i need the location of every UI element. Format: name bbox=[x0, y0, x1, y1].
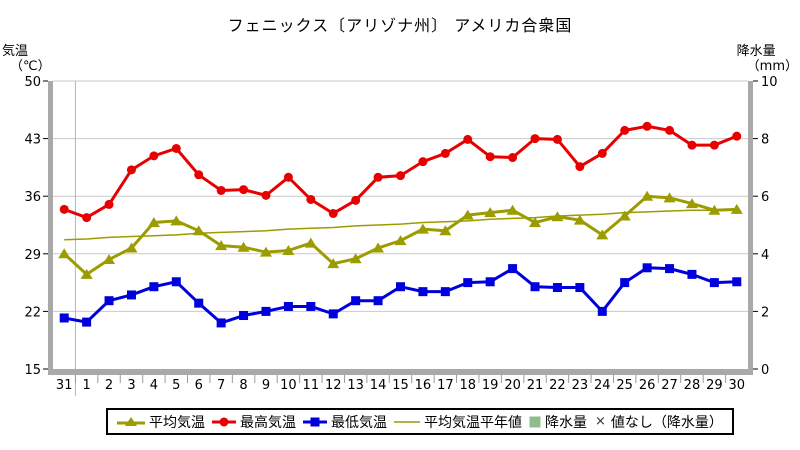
svg-text:13: 13 bbox=[347, 378, 364, 393]
svg-text:21: 21 bbox=[527, 378, 544, 393]
legend-item-no-value: × 値なし（降水量） bbox=[594, 412, 723, 432]
svg-text:3: 3 bbox=[127, 378, 135, 393]
svg-text:30: 30 bbox=[729, 378, 746, 393]
svg-text:18: 18 bbox=[459, 378, 476, 393]
legend-item-min-temp: 最低気温 bbox=[303, 412, 387, 432]
svg-text:1: 1 bbox=[82, 378, 90, 393]
legend-label-min-temp: 最低気温 bbox=[331, 414, 387, 431]
gridlines bbox=[53, 80, 748, 312]
svg-text:29: 29 bbox=[24, 248, 41, 263]
svg-text:12: 12 bbox=[325, 378, 342, 393]
right-axis-title: 降水量 （mm） bbox=[737, 44, 798, 74]
svg-text:29: 29 bbox=[706, 378, 723, 393]
svg-text:24: 24 bbox=[594, 378, 611, 393]
series-平均気温 bbox=[58, 190, 743, 279]
svg-text:50: 50 bbox=[24, 75, 41, 90]
legend-label-avg-temp: 平均気温 bbox=[149, 414, 205, 431]
svg-text:27: 27 bbox=[661, 378, 678, 393]
series-最高気温 bbox=[59, 121, 742, 223]
svg-text:23: 23 bbox=[572, 378, 589, 393]
legend: 平均気温 最高気温 最低気温 平均気温平年値 降水量 × 値なし（降水量） bbox=[106, 408, 734, 435]
left-axis-title-line1: 気温 bbox=[2, 44, 29, 59]
legend-label-normal-temp: 平均気温平年値 bbox=[424, 414, 522, 431]
left-axis-ticks: 15 22 29 36 43 50 bbox=[24, 75, 48, 378]
svg-text:2: 2 bbox=[761, 305, 769, 320]
svg-text:4: 4 bbox=[150, 378, 158, 393]
svg-text:2: 2 bbox=[105, 378, 113, 393]
svg-text:28: 28 bbox=[684, 378, 701, 393]
svg-text:25: 25 bbox=[616, 378, 633, 393]
legend-item-max-temp: 最高気温 bbox=[212, 412, 296, 432]
left-axis-title-line2: （℃） bbox=[10, 59, 51, 74]
avg-temp-line-triangle-icon bbox=[117, 416, 145, 428]
svg-text:7: 7 bbox=[217, 378, 225, 393]
no-value-x-icon: × bbox=[595, 414, 606, 429]
svg-text:10: 10 bbox=[280, 378, 297, 393]
svg-text:15: 15 bbox=[392, 378, 409, 393]
svg-text:5: 5 bbox=[172, 378, 180, 393]
precipitation-square-icon bbox=[529, 416, 541, 428]
axis-bars bbox=[48, 81, 753, 375]
svg-text:16: 16 bbox=[415, 378, 432, 393]
svg-text:14: 14 bbox=[370, 378, 387, 393]
svg-text:6: 6 bbox=[195, 378, 203, 393]
legend-item-avg-temp: 平均気温 bbox=[117, 412, 205, 432]
svg-text:43: 43 bbox=[24, 133, 41, 148]
svg-text:17: 17 bbox=[437, 378, 454, 393]
svg-text:8: 8 bbox=[239, 378, 247, 393]
legend-item-precipitation: 降水量 bbox=[529, 412, 587, 432]
svg-text:0: 0 bbox=[761, 363, 769, 378]
svg-text:22: 22 bbox=[24, 305, 41, 320]
min-temp-line-square-icon bbox=[303, 416, 327, 428]
svg-text:9: 9 bbox=[262, 378, 270, 393]
right-axis-title-line1: 降水量 bbox=[736, 44, 776, 59]
svg-text:6: 6 bbox=[761, 190, 769, 205]
svg-text:20: 20 bbox=[504, 378, 521, 393]
series-最低気温 bbox=[59, 263, 742, 328]
svg-text:26: 26 bbox=[639, 378, 656, 393]
x-axis-labels: 31 1 2 3 4 5 6 7 8 9 10 11 12 13 14 15 16 17 18 19 20 21 22 23 2… bbox=[56, 378, 745, 393]
svg-text:8: 8 bbox=[761, 133, 769, 148]
left-axis-title: 気温 （℃） bbox=[2, 44, 51, 74]
normal-temp-thin-line-icon bbox=[394, 416, 420, 428]
svg-text:19: 19 bbox=[482, 378, 499, 393]
right-axis-title-line2: （mm） bbox=[746, 59, 798, 74]
legend-label-precipitation: 降水量 bbox=[545, 414, 587, 431]
legend-item-normal-temp: 平均気温平年値 bbox=[394, 412, 522, 432]
svg-text:4: 4 bbox=[761, 248, 769, 263]
svg-text:11: 11 bbox=[303, 378, 320, 393]
svg-text:31: 31 bbox=[56, 378, 73, 393]
chart-title: フェニックス〔アリゾナ州〕 アメリカ合衆国 bbox=[227, 16, 573, 35]
legend-label-no-value: 値なし（降水量） bbox=[610, 414, 723, 431]
svg-text:15: 15 bbox=[24, 363, 41, 378]
right-axis-ticks: 0 2 4 6 8 10 bbox=[753, 75, 778, 378]
svg-text:36: 36 bbox=[24, 190, 41, 205]
svg-text:10: 10 bbox=[761, 75, 778, 90]
legend-label-max-temp: 最高気温 bbox=[240, 414, 296, 431]
svg-text:22: 22 bbox=[549, 378, 566, 393]
x-axis-separators bbox=[74, 375, 727, 383]
max-temp-line-circle-icon bbox=[212, 416, 236, 428]
